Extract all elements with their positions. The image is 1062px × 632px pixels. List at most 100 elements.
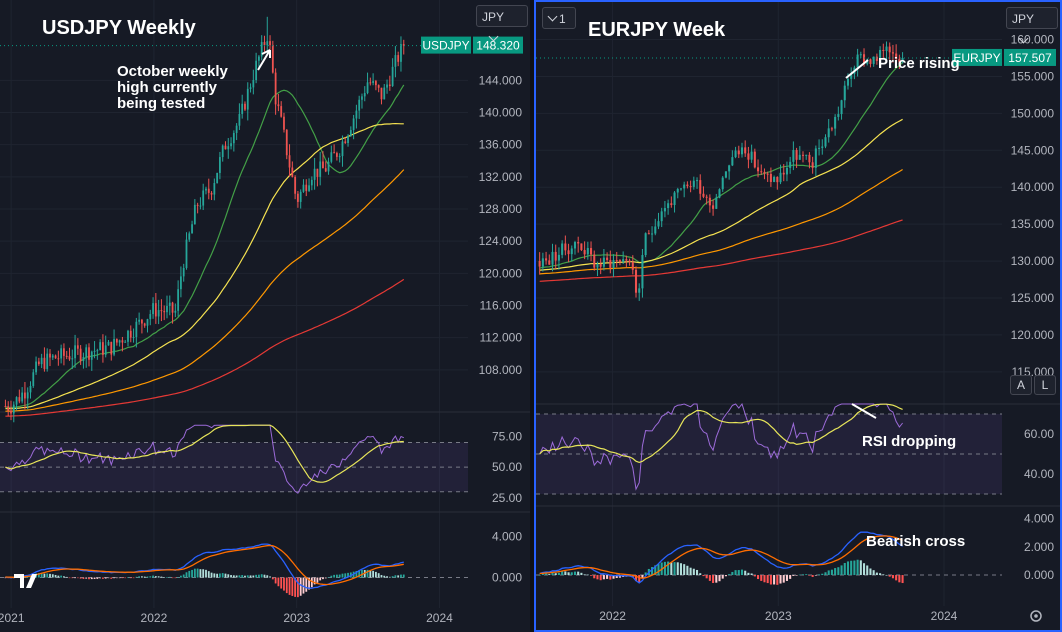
candle-body [372,81,375,83]
candle-body [90,351,93,360]
pane-divider[interactable] [530,0,534,632]
macd-histogram-bar [258,574,260,578]
candle-body [660,211,663,222]
candle-body [388,84,391,86]
collapse-button[interactable]: 1 [542,7,576,29]
candle-body [776,176,779,183]
rsi-line [539,402,903,491]
macd-histogram-bar [344,573,347,578]
macd-histogram-bar [316,577,319,583]
macd-histogram-bar [221,573,224,578]
macd-histogram-bar [798,574,801,576]
chart-background [536,2,1060,630]
macd-histogram-bar [358,570,361,578]
candle-body [801,154,805,156]
usdjpy-chart-pane[interactable]: 144.000 140.000 136.000 132.000 128.000 124.0… [0,0,530,632]
macd-histogram-bar [567,572,570,576]
macd-histogram-bar [327,577,330,578]
candle-body [824,137,827,147]
macd-histogram-bar [834,568,837,576]
macd-histogram-bar [369,570,372,578]
candle-body [207,188,210,193]
macd-histogram-bar [168,576,171,578]
candle-body [602,257,605,267]
candle-body [46,353,49,369]
candle-body [779,172,782,183]
candle-body [377,85,380,88]
candle-body [188,233,191,240]
candle-body [244,103,246,110]
candle-body [241,103,244,114]
macd-histogram-bar [663,561,666,576]
macd-histogram-bar [141,576,143,578]
candle-body [731,157,734,166]
candle-body [107,341,110,346]
candle-body [363,93,366,97]
macd-histogram-bar [235,575,238,578]
candle-body [185,239,188,268]
price-tick-label: 144.000 [479,73,523,87]
macd-histogram-bar [602,575,605,580]
macd-histogram-bar [383,575,386,578]
macd-histogram-bar [338,574,341,578]
log-scale-button[interactable]: L [1034,375,1056,395]
price-tick-label: 130.000 [1011,254,1055,268]
candle-body [676,188,679,193]
macd-histogram-bar [721,575,724,579]
candle-body [219,157,221,173]
macd-histogram-bar [818,574,821,576]
macd-histogram-bar [57,575,60,578]
currency-dropdown[interactable]: JPY [476,5,528,42]
macd-histogram-bar [374,571,377,578]
macd-histogram-bar [199,569,202,578]
candle-body [166,305,168,313]
candle-body [862,54,866,64]
candle-body [154,303,157,317]
macd-histogram-bar [577,571,580,576]
candle-body [65,355,68,357]
macd-histogram-bar [402,574,405,578]
candle-body [596,263,599,268]
candle-body [798,154,801,160]
auto-scale-button[interactable]: A [1010,375,1032,395]
chevron-down-icon [488,31,499,42]
macd-histogram-bar [631,575,634,578]
macd-histogram-bar [160,576,163,578]
candle-body [609,260,612,268]
macd-histogram-bar [811,575,814,577]
candle-body [391,66,394,86]
macd-histogram-bar [71,577,74,579]
last-price-tag [473,36,523,54]
currency-dropdown[interactable]: JPY [1006,7,1058,44]
macd-histogram-bar [76,577,79,579]
macd-histogram-bar [110,577,113,579]
macd-histogram-bar [171,577,174,579]
candle-body [821,146,824,148]
candle-body [160,310,163,312]
candle-body [374,81,377,86]
eurjpy-chart-pane[interactable]: 160.000 155.000 150.000 145.000 140.000 135.0… [534,0,1062,632]
candle-body [74,345,76,359]
macd-histogram-bar [583,574,586,576]
macd-histogram-bar [859,560,862,576]
candle-body [285,129,288,156]
macd-histogram-bar [708,575,711,581]
macd-histogram-bar [670,562,673,576]
macd-histogram-bar [808,575,811,576]
symbol-tag [421,36,471,54]
candle-body [302,184,305,192]
macd-histogram-bar [766,575,769,584]
candle-body [29,385,32,393]
macd-histogram-bar [252,575,255,578]
macd-histogram-bar [692,568,695,576]
candle-body [827,128,830,138]
macd-tick-label: 4.000 [492,530,522,544]
macd-histogram-bar [288,577,291,595]
usdjpy-chart[interactable]: 144.000 140.000 136.000 132.000 128.000 124.0… [0,0,530,632]
eurjpy-chart[interactable]: 160.000 155.000 150.000 145.000 140.000 135.0… [536,2,1060,630]
macd-histogram-bar [596,575,599,580]
macd-histogram-bar [193,568,196,578]
candle-body [757,167,760,172]
candle-body [737,150,740,155]
candle-body [40,357,43,365]
